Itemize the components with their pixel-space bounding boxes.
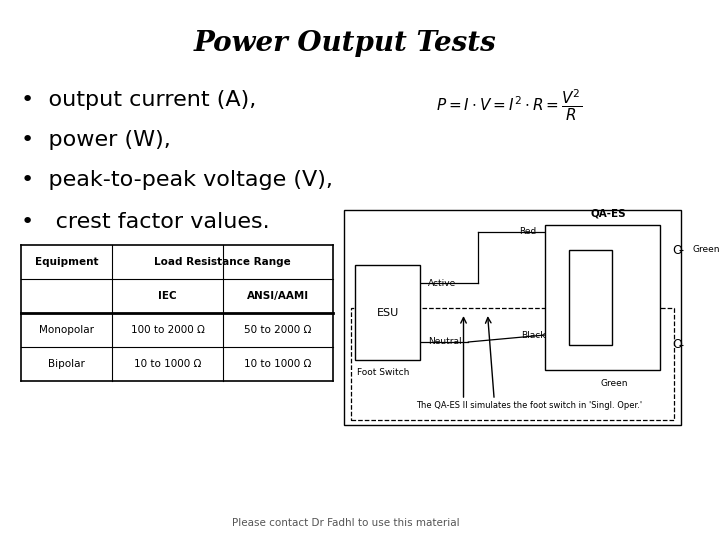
Text: Monopolar: Monopolar [39, 325, 94, 335]
Text: Red: Red [519, 227, 536, 237]
Bar [351, 308, 674, 420]
Bar [355, 265, 420, 360]
Text: ESU: ESU [377, 307, 399, 318]
Bar [343, 210, 681, 425]
Text: 50 to 2000 Ω: 50 to 2000 Ω [244, 325, 312, 335]
Text: •   crest factor values.: • crest factor values. [21, 212, 270, 232]
Text: Foot Switch: Foot Switch [357, 368, 410, 377]
Text: Bipolar: Bipolar [48, 359, 85, 369]
Text: Black: Black [521, 330, 546, 340]
Text: O: O [672, 339, 683, 352]
Bar [569, 250, 612, 345]
Text: 10 to 1000 Ω: 10 to 1000 Ω [134, 359, 201, 369]
Text: Active: Active [428, 279, 456, 287]
Text: 100 to 2000 Ω: 100 to 2000 Ω [130, 325, 204, 335]
Text: $P = I \cdot V = I^2 \cdot R = \dfrac{V^2}{R}$: $P = I \cdot V = I^2 \cdot R = \dfrac{V^… [436, 87, 582, 123]
Bar [545, 225, 660, 370]
Text: Load Resistance Range: Load Resistance Range [154, 257, 291, 267]
Text: Neutral: Neutral [428, 338, 462, 347]
Text: Equipment: Equipment [35, 257, 99, 267]
Text: The QA-ES II simulates the foot switch in 'Singl. Oper.': The QA-ES II simulates the foot switch i… [416, 401, 642, 409]
Text: Please contact Dr Fadhl to use this material: Please contact Dr Fadhl to use this mate… [232, 518, 459, 528]
Text: •  peak-to-peak voltage (V),: • peak-to-peak voltage (V), [21, 170, 333, 190]
Text: •  output current (A),: • output current (A), [21, 90, 256, 110]
Text: Green: Green [693, 246, 720, 254]
Text: Power Output Tests: Power Output Tests [194, 30, 497, 57]
Text: O: O [672, 244, 683, 256]
Text: QA-ES: QA-ES [590, 208, 626, 218]
Text: Green: Green [600, 379, 628, 388]
Text: •  power (W),: • power (W), [21, 130, 171, 150]
Text: ANSI/AAMI: ANSI/AAMI [247, 291, 309, 301]
Text: IEC: IEC [158, 291, 177, 301]
Text: 10 to 1000 Ω: 10 to 1000 Ω [244, 359, 312, 369]
